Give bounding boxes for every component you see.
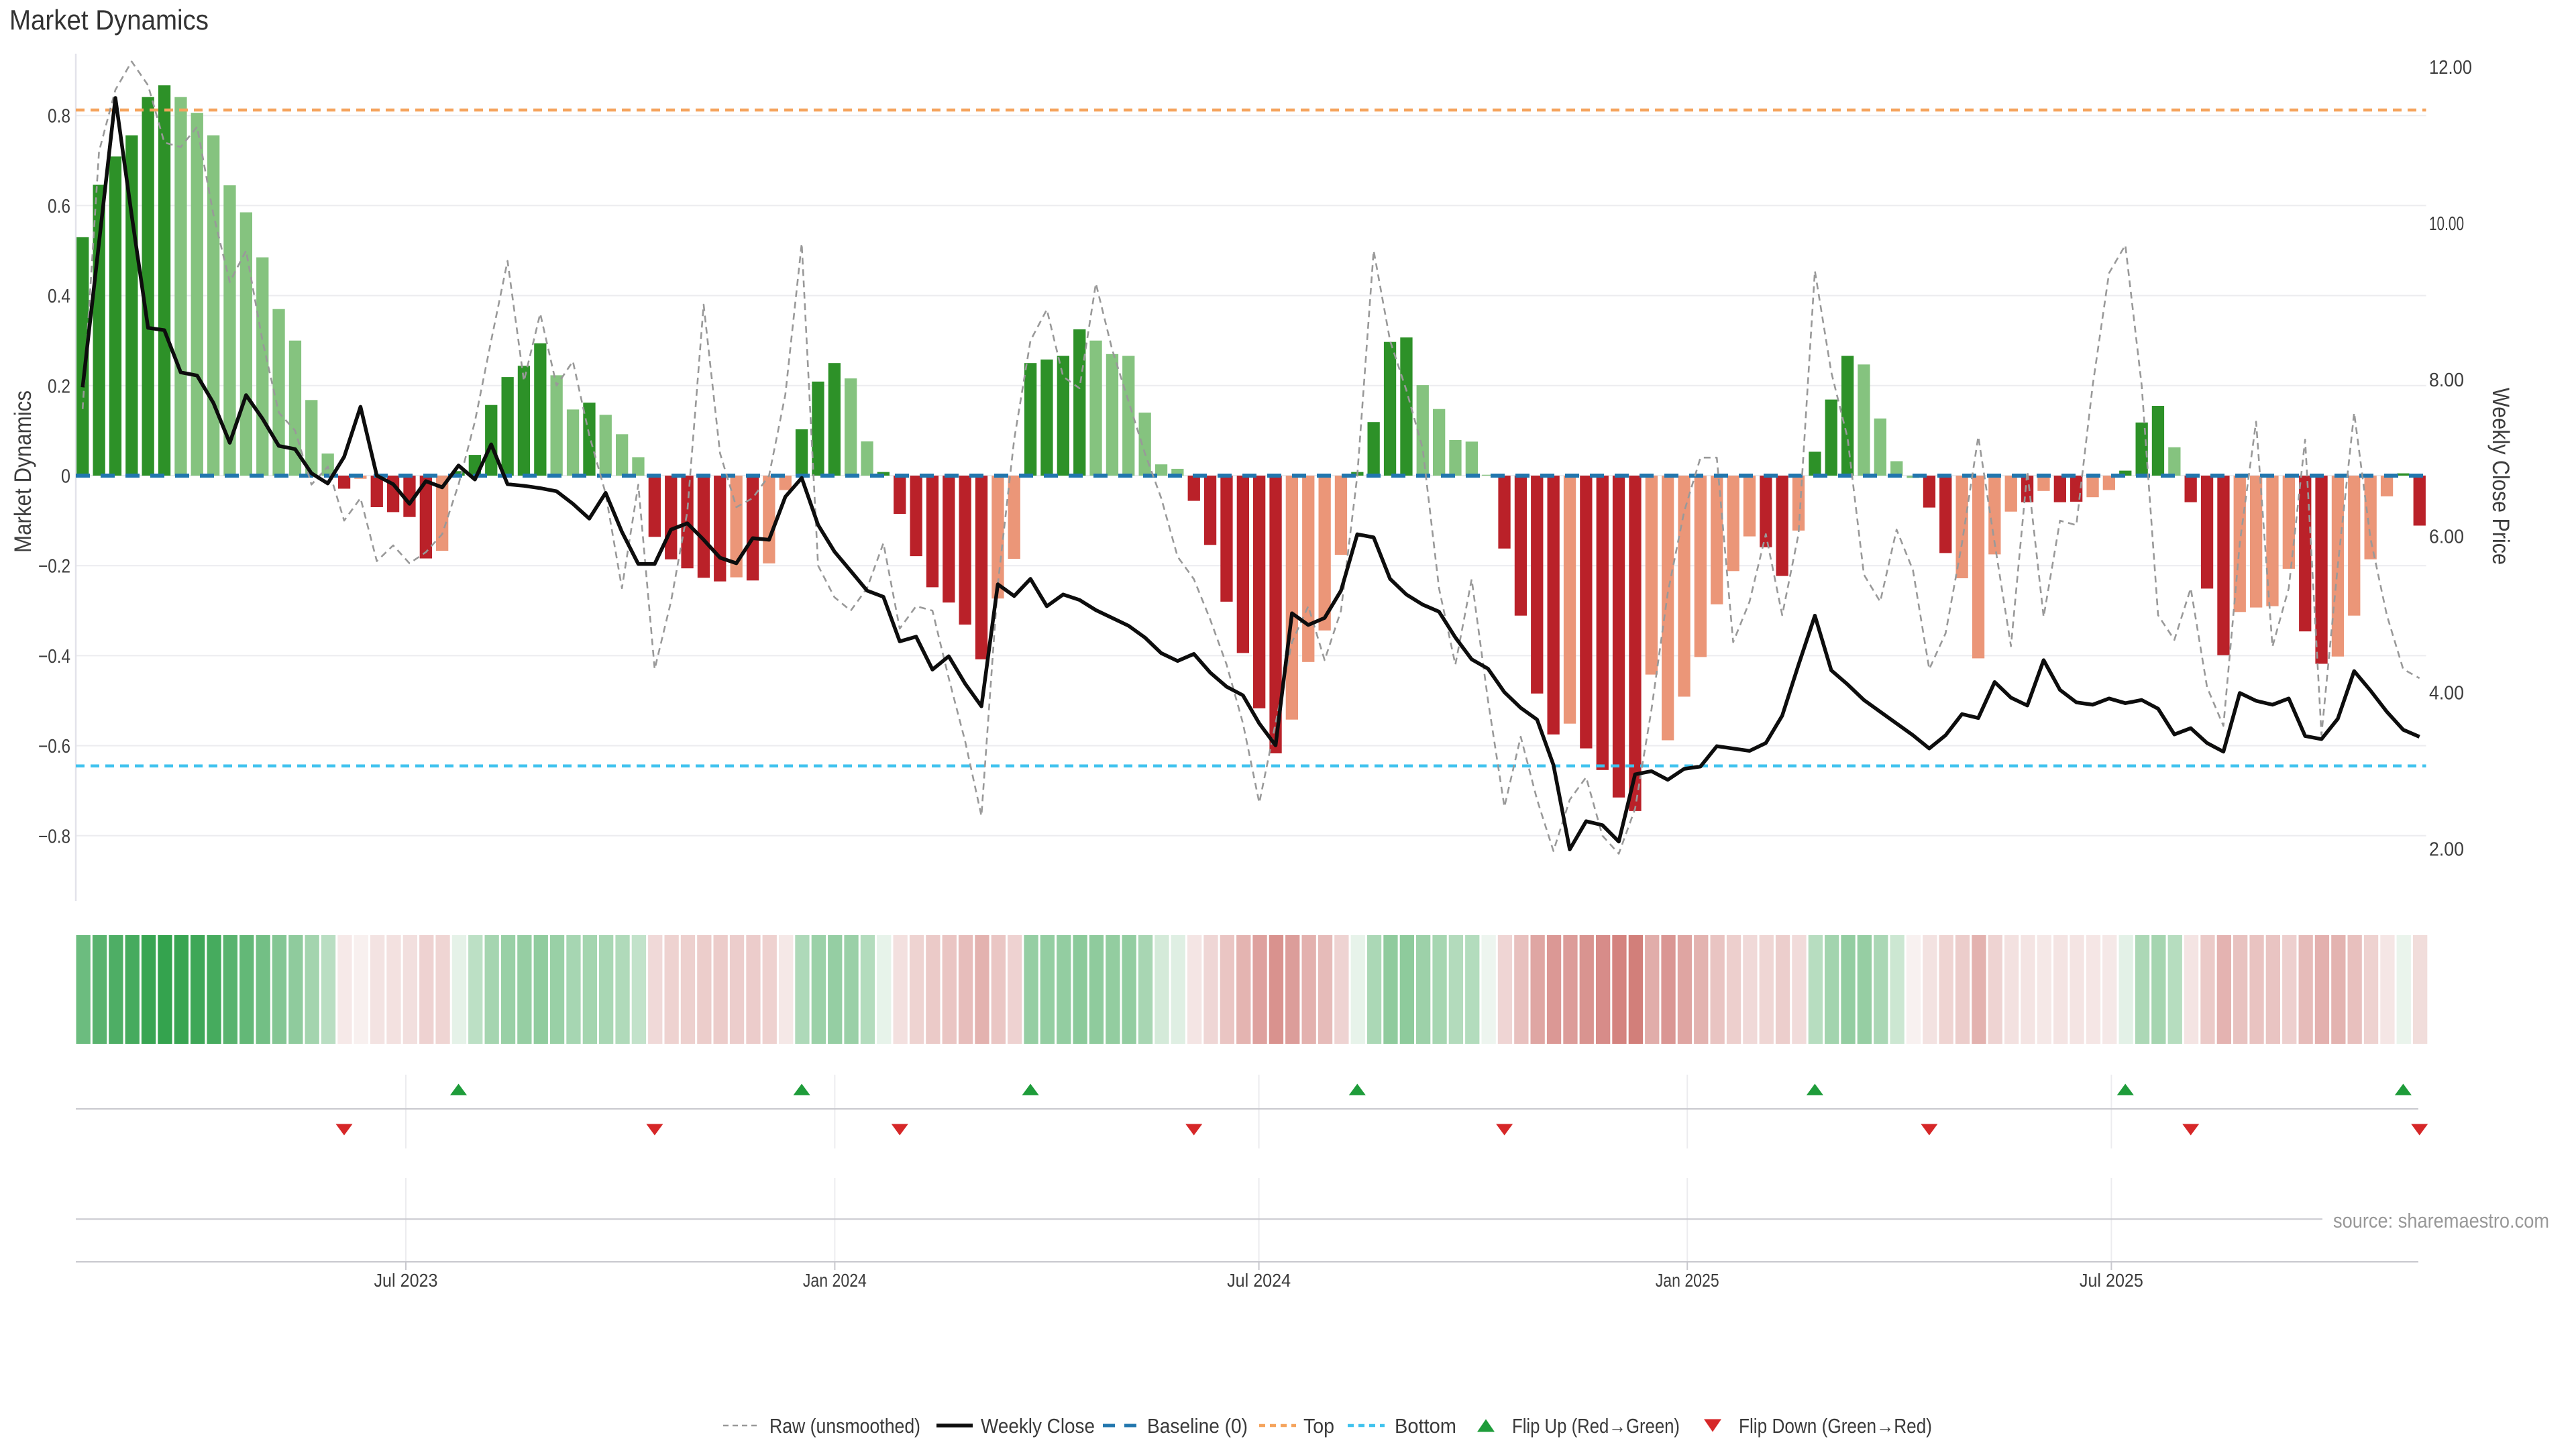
svg-text:0.4: 0.4 — [48, 286, 70, 307]
svg-text:Flip Down (Green→Red): Flip Down (Green→Red) — [1739, 1415, 1932, 1438]
svg-text:Jul 2024: Jul 2024 — [1227, 1270, 1291, 1291]
svg-text:10.00: 10.00 — [2429, 213, 2464, 235]
svg-text:Weekly Close: Weekly Close — [981, 1415, 1095, 1438]
svg-text:Market Dynamics: Market Dynamics — [10, 390, 36, 553]
svg-text:Flip Up (Red→Green): Flip Up (Red→Green) — [1512, 1415, 1680, 1438]
svg-text:6.00: 6.00 — [2429, 526, 2464, 547]
svg-text:Jan 2024: Jan 2024 — [803, 1270, 867, 1291]
svg-text:2.00: 2.00 — [2429, 839, 2464, 861]
svg-text:0.8: 0.8 — [48, 106, 70, 127]
svg-text:4.00: 4.00 — [2429, 682, 2464, 704]
svg-text:12.00: 12.00 — [2429, 57, 2472, 78]
svg-text:−0.2: −0.2 — [38, 556, 70, 578]
svg-text:Raw (unsmoothed): Raw (unsmoothed) — [769, 1415, 920, 1438]
svg-text:Baseline (0): Baseline (0) — [1147, 1415, 1248, 1438]
svg-text:Market Dynamics: Market Dynamics — [9, 4, 209, 36]
svg-text:Weekly Close Price: Weekly Close Price — [2487, 388, 2514, 565]
svg-text:Jul 2023: Jul 2023 — [374, 1270, 438, 1291]
svg-text:−0.4: −0.4 — [38, 646, 70, 667]
svg-text:−0.8: −0.8 — [38, 826, 70, 847]
svg-text:Jan 2025: Jan 2025 — [1656, 1270, 1719, 1291]
svg-text:−0.6: −0.6 — [38, 736, 70, 757]
svg-text:0.6: 0.6 — [48, 196, 70, 217]
svg-text:Bottom: Bottom — [1395, 1415, 1456, 1438]
svg-text:Jul 2025: Jul 2025 — [2080, 1270, 2143, 1291]
svg-text:source: sharemaestro.com: source: sharemaestro.com — [2333, 1209, 2549, 1232]
svg-text:0: 0 — [61, 466, 70, 488]
svg-text:8.00: 8.00 — [2429, 370, 2464, 391]
svg-text:0.2: 0.2 — [48, 376, 70, 397]
svg-text:Top: Top — [1303, 1415, 1334, 1438]
